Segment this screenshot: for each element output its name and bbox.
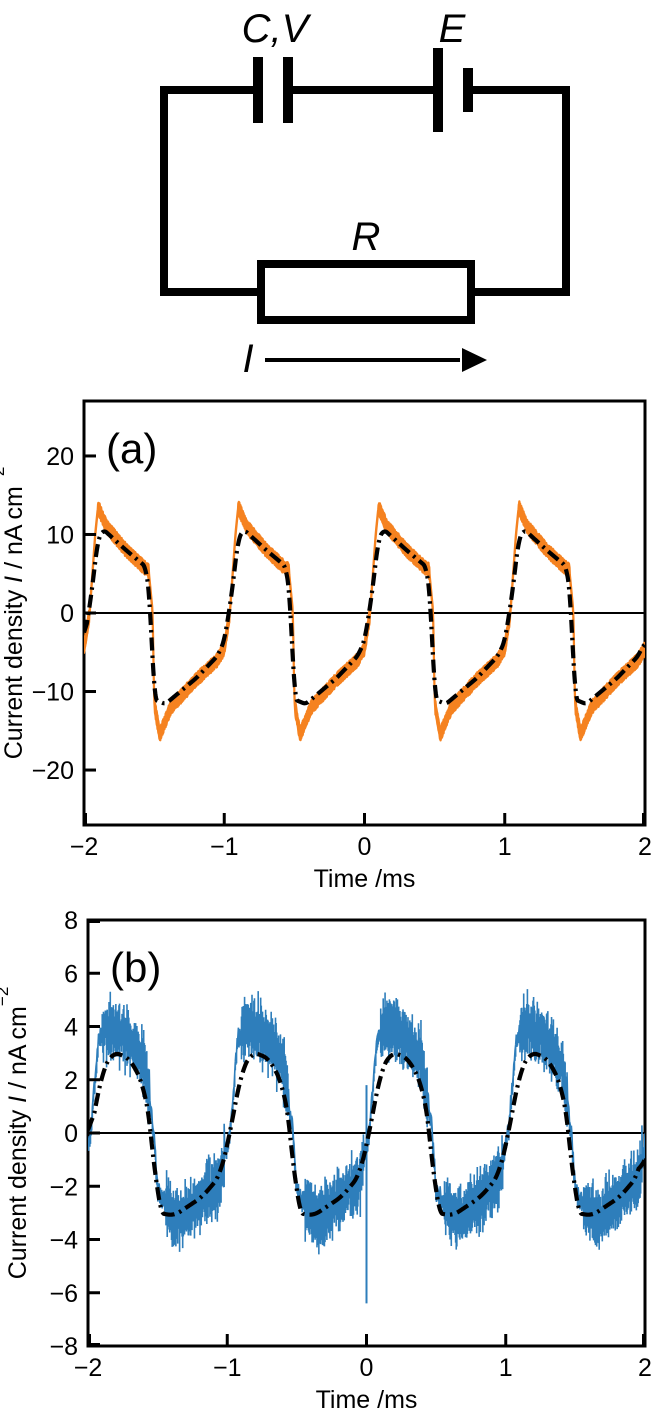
y-tick-label: 0: [60, 600, 74, 628]
data-traces: [84, 500, 645, 742]
y-tick-label: 20: [46, 443, 74, 471]
y-tick-label: 4: [64, 1014, 78, 1042]
capacitor-label: C,V: [242, 7, 312, 51]
plot-panel-b: −2 −1 0 1 2 −8 −6 −4 −2 0 2 4 6 8 (b) Time /ms Current d…: [0, 907, 652, 1414]
x-tick-label: −2: [74, 1354, 103, 1382]
capacitor-plate-right: [283, 57, 293, 123]
y-tick-label: −4: [49, 1227, 78, 1255]
x-tick-label: 2: [638, 1354, 652, 1382]
fit-trace-a: [84, 529, 645, 706]
y-tick-label: −20: [32, 757, 74, 785]
x-tick-label: −2: [70, 833, 99, 861]
x-tick-label: 0: [358, 833, 372, 861]
resistor-box: [257, 260, 475, 324]
battery-plate-long: [433, 48, 443, 132]
x-tick-label: 0: [360, 1354, 374, 1382]
fit-trace-b: [88, 1051, 645, 1217]
x-tick-label: −1: [210, 833, 239, 861]
x-tick-label: 1: [498, 833, 512, 861]
y-tick-label: 6: [64, 960, 78, 988]
y-tick-label: −8: [49, 1333, 78, 1361]
panel-label-b: (b): [110, 944, 161, 991]
x-tick-label: 1: [499, 1354, 513, 1382]
svg-text:Current density I / nA cm−2: Current density I / nA cm−2: [0, 467, 28, 760]
battery-label: E: [439, 7, 467, 51]
x-tick-label: −1: [213, 1354, 242, 1382]
y-tick-label: −2: [49, 1173, 78, 1201]
data-traces: [88, 989, 645, 1304]
x-tick-label: 2: [638, 833, 652, 861]
measured-trace-a: [84, 500, 645, 742]
y-tick-label: 8: [64, 907, 78, 935]
y-tick-label: 0: [64, 1120, 78, 1148]
current-arrow-label: I: [242, 337, 253, 381]
y-axis-title: Current density I / nA cm−2: [0, 467, 28, 760]
y-tick-label: 10: [46, 521, 74, 549]
svg-text:Current density I / nA cm−2: Current density I / nA cm−2: [0, 987, 32, 1280]
y-axis-title: Current density I / nA cm−2: [0, 987, 32, 1280]
x-axis-title: Time /ms: [316, 1386, 418, 1414]
y-tick-label: −6: [49, 1280, 78, 1308]
circuit-diagram: C,V E R I: [160, 7, 570, 381]
capacitor-plate-left: [253, 57, 263, 123]
battery-plate-short: [463, 68, 473, 112]
resistor-label: R: [352, 215, 381, 259]
panel-label-a: (a): [106, 425, 157, 472]
x-axis-title: Time /ms: [314, 865, 416, 893]
y-tick-label: 2: [64, 1067, 78, 1095]
current-arrow: [265, 348, 487, 372]
y-tick-label: −10: [32, 679, 74, 707]
